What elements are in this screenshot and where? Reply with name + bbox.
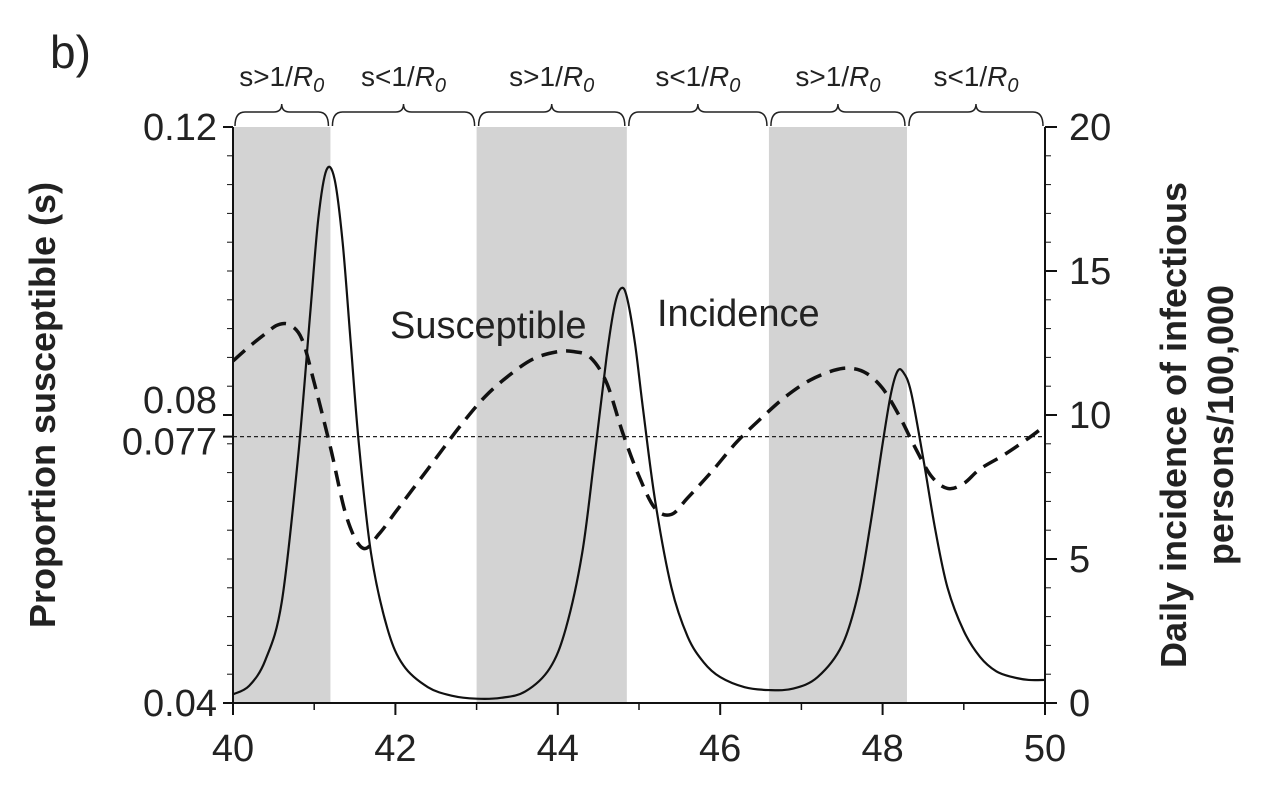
annotation-incidence: Incidence [657,293,820,335]
region-labels: s>1/R0 s<1/R0 s>1/R0 s<1/R0 s>1/R0 s<1/R0 [239,61,1018,97]
region-label-2: s<1/R0 [361,61,446,97]
y-right-tick-label-5: 5 [1069,539,1090,581]
region-label-4: s<1/R0 [655,61,740,97]
shaded-regions [233,127,907,703]
region-label-6: s<1/R0 [933,61,1018,97]
region-label-5: s>1/R0 [795,61,880,97]
region-label-1: s>1/R0 [239,61,324,97]
y-left-axis-title: Proportion susceptible (s) [22,182,63,628]
y-right-tick-label-20: 20 [1069,107,1111,149]
region-brace-1 [234,103,330,127]
y-right-tick-label-0: 0 [1069,683,1090,725]
region-brace-3 [477,103,626,127]
x-tick-label-48: 48 [861,728,903,770]
y-left-tick-label-0.04: 0.04 [143,683,217,725]
annotation-susceptible: Susceptible [390,305,586,347]
region-brace-6 [908,103,1044,127]
annotations: Susceptible Incidence [390,293,820,347]
incidence-line [232,165,1046,700]
y-left-tick-label-0.08: 0.08 [143,380,217,422]
region-label-3: s>1/R0 [509,61,594,97]
y-left-tick-label-0.12: 0.12 [143,107,217,149]
x-tick-label-44: 44 [537,728,579,770]
y-right-tick-label-10: 10 [1069,395,1111,437]
susceptible-line [231,321,1047,551]
region-brace-5 [770,103,906,127]
y-right-axis-title-line-1: Daily incidence of infectious [1153,182,1194,668]
shaded-region-3 [768,127,907,703]
axis-titles: Proportion susceptible (s) Daily incidenc… [22,182,1241,668]
y-right-axis-title-line-2: persons/100,000 [1200,285,1241,565]
x-tick-label-50: 50 [1024,728,1066,770]
x-tick-label-40: 40 [212,728,254,770]
x-tick-label-46: 46 [699,728,741,770]
shaded-region-2 [476,127,627,703]
x-tick-label-42: 42 [374,728,416,770]
shaded-region-1 [233,127,331,703]
y-left-tick-label-0.077: 0.077 [122,422,217,464]
region-braces [234,103,1044,127]
y-right-tick-label-15: 15 [1069,251,1111,293]
region-brace-4 [628,103,768,127]
series-lines [231,165,1047,700]
region-brace-2 [331,103,476,127]
panel-label: b) [50,26,91,78]
